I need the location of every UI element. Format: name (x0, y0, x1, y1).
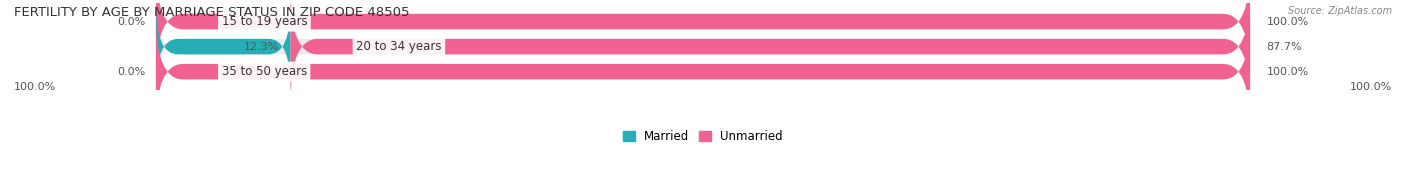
FancyBboxPatch shape (156, 17, 1250, 127)
Text: 0.0%: 0.0% (117, 17, 145, 27)
Text: 15 to 19 years: 15 to 19 years (222, 15, 308, 28)
FancyBboxPatch shape (156, 0, 1250, 76)
Text: 0.0%: 0.0% (117, 67, 145, 77)
Text: 100.0%: 100.0% (1267, 17, 1309, 27)
Text: 87.7%: 87.7% (1267, 42, 1302, 52)
Text: Source: ZipAtlas.com: Source: ZipAtlas.com (1288, 6, 1392, 16)
FancyBboxPatch shape (156, 17, 1250, 127)
FancyBboxPatch shape (156, 0, 1250, 102)
Text: 12.3%: 12.3% (245, 42, 280, 52)
Text: FERTILITY BY AGE BY MARRIAGE STATUS IN ZIP CODE 48505: FERTILITY BY AGE BY MARRIAGE STATUS IN Z… (14, 6, 409, 19)
Text: 100.0%: 100.0% (1350, 82, 1392, 92)
FancyBboxPatch shape (156, 0, 1250, 76)
Text: 20 to 34 years: 20 to 34 years (356, 40, 441, 53)
FancyBboxPatch shape (156, 4, 291, 89)
Legend: Married, Unmarried: Married, Unmarried (619, 125, 787, 148)
Text: 35 to 50 years: 35 to 50 years (222, 65, 307, 78)
Text: 100.0%: 100.0% (1267, 67, 1309, 77)
FancyBboxPatch shape (291, 0, 1250, 102)
Text: 100.0%: 100.0% (14, 82, 56, 92)
